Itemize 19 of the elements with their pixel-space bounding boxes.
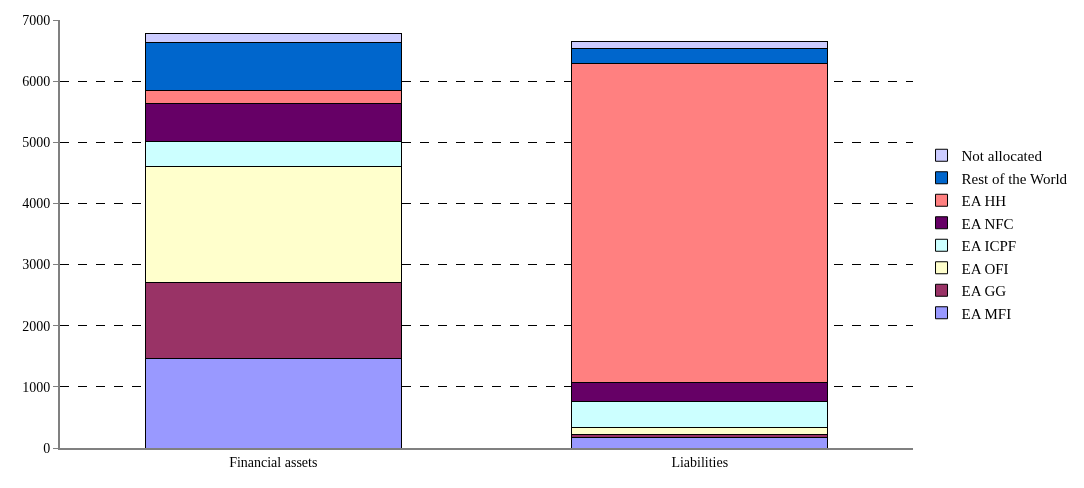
y-tick-label: 6000 [22, 74, 51, 90]
bar [571, 437, 829, 448]
y-tick-label: 7000 [22, 12, 51, 28]
y-tick-label: 4000 [22, 196, 51, 212]
legend-label: EA MFI [961, 305, 1012, 322]
y-tick-label: 5000 [22, 135, 51, 151]
legend-label: Rest of the World [961, 170, 1068, 187]
y-tick-label: 3000 [22, 257, 51, 273]
legend-label: EA HH [961, 193, 1007, 210]
x-tick-label: Liabilities [671, 454, 729, 470]
legend-label: Not allocated [961, 148, 1043, 165]
y-tick-label: 1000 [22, 379, 51, 395]
legend-label: EA ICPF [961, 238, 1017, 255]
y-tick-label: 0 [43, 440, 51, 456]
y-tick-label: 2000 [22, 318, 51, 334]
legend-label: EA NFC [961, 215, 1014, 232]
x-tick-label: Financial assets [229, 454, 318, 470]
legend-label: EA GG [961, 283, 1007, 300]
legend-label: EA OFI [961, 260, 1009, 277]
